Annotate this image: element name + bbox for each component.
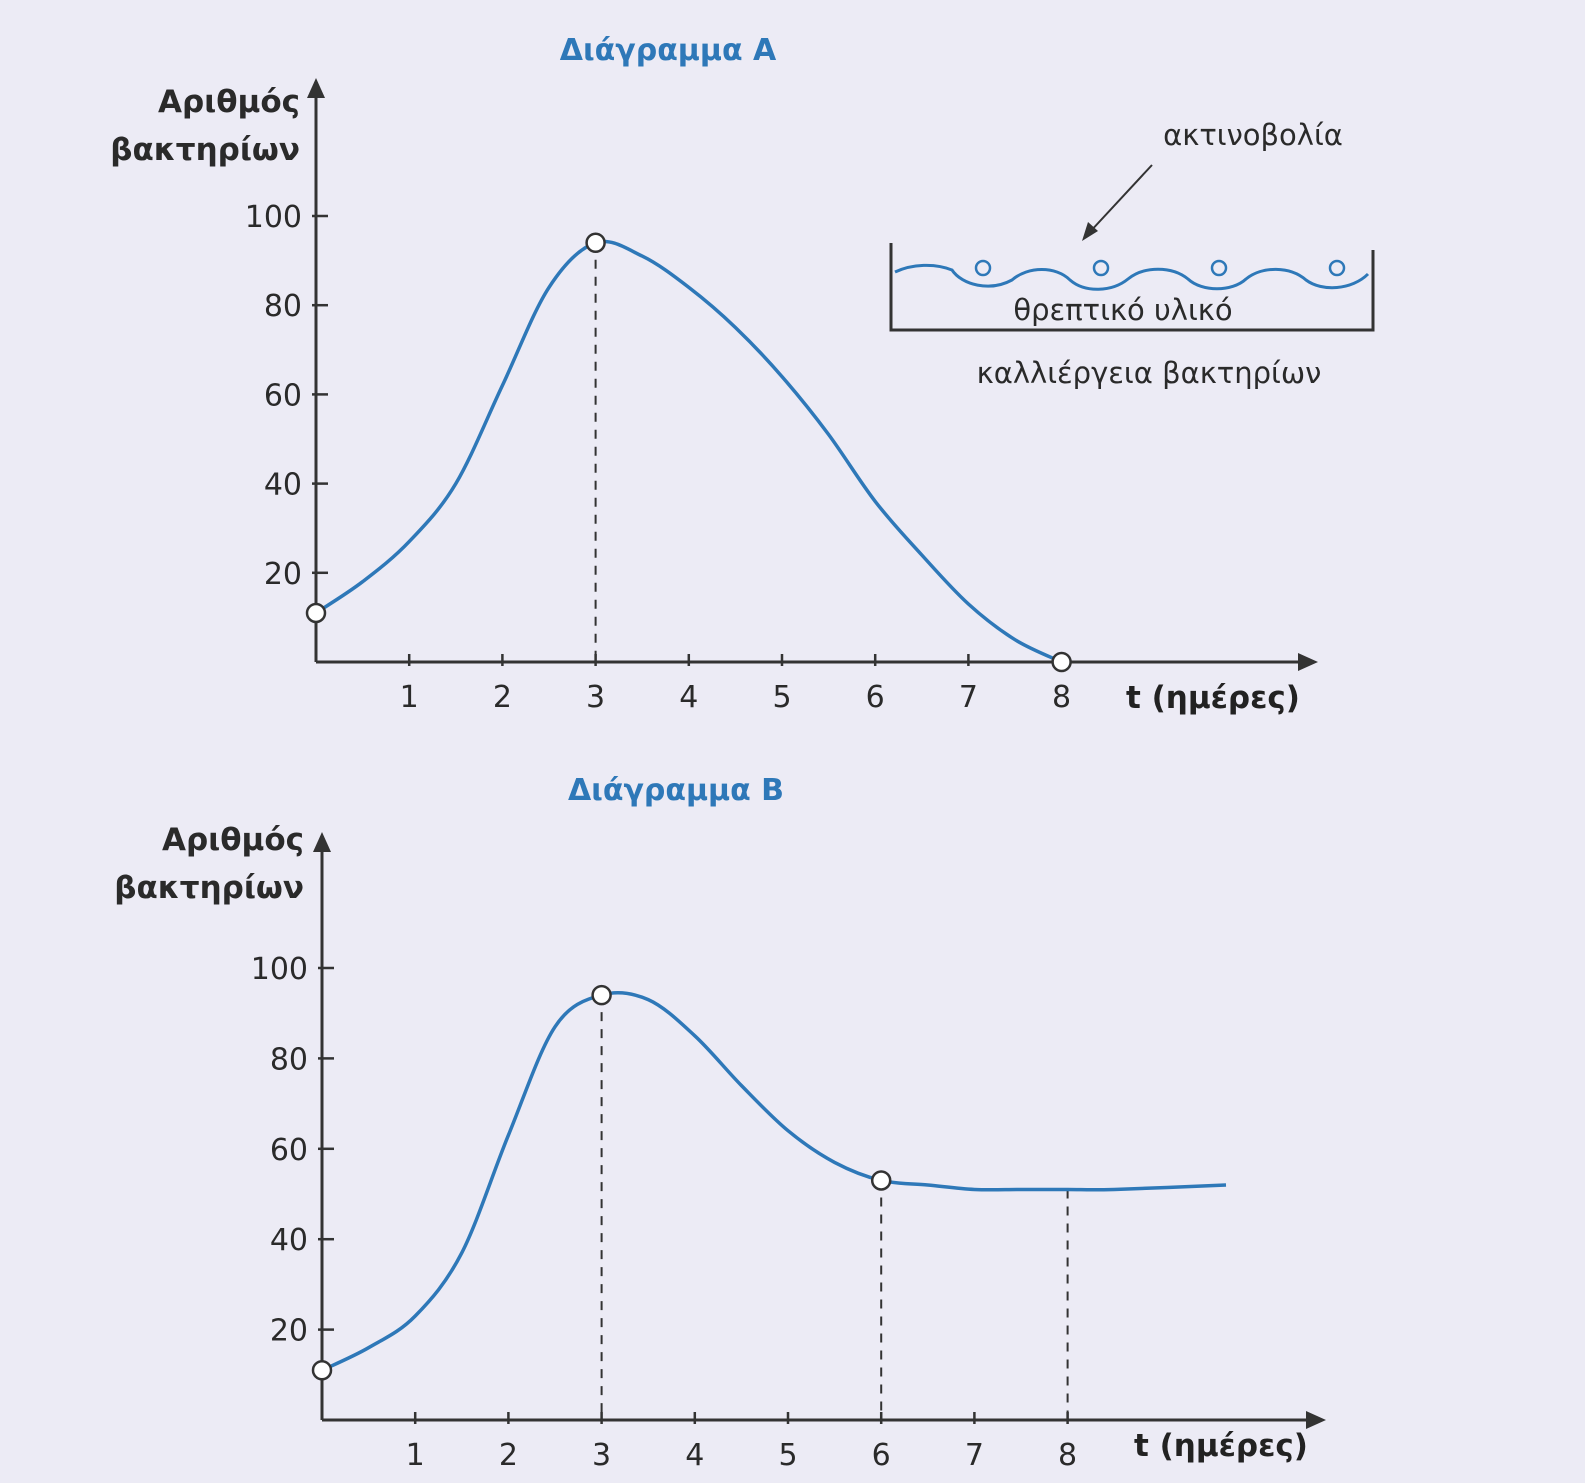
bacterium-3 bbox=[1210, 259, 1228, 277]
chart-a-series-line bbox=[315, 239, 1063, 664]
medium-surface bbox=[894, 263, 1370, 291]
chart-a-y-axis-arrow bbox=[307, 78, 325, 98]
chart-b-ylabel-line1: Αριθμός bbox=[162, 822, 304, 858]
chart-b-y-tick-label: 60 bbox=[270, 1133, 308, 1168]
chart-a-marked-point bbox=[1051, 651, 1072, 673]
chart-a-plot: 1 2 3 4 5 6 7 8 20 40 60 80 100 bbox=[245, 78, 1318, 715]
culture-dish-illustration: ακτινοβολία θρεπτικό υλικό καλλιέργεια β… bbox=[889, 118, 1375, 390]
dish-outline bbox=[889, 243, 1375, 332]
chart-a-ylabel-line1: Αριθμός bbox=[158, 84, 300, 120]
chart-a-x-tick-label: 5 bbox=[772, 680, 791, 715]
chart-b-y-tick-label: 40 bbox=[270, 1223, 308, 1258]
chart-b-marked-point bbox=[870, 1170, 892, 1191]
chart-a-ylabel-line2: βακτηρίων bbox=[110, 132, 300, 168]
bacterium-1 bbox=[974, 259, 992, 277]
radiation-label: ακτινοβολία bbox=[1163, 118, 1343, 152]
chart-a-x-tick-label: 6 bbox=[866, 680, 885, 715]
chart-b-x-axis-arrow bbox=[1306, 1411, 1326, 1429]
chart-a-x-tick-label: 2 bbox=[493, 680, 512, 715]
chart-b-plot: 1 2 3 4 5 6 7 8 20 40 60 80 100 bbox=[251, 832, 1326, 1473]
radiation-arrow bbox=[1082, 164, 1153, 241]
chart-b-marked-point bbox=[591, 984, 612, 1006]
chart-b-x-tick-label: 3 bbox=[592, 1438, 611, 1473]
chart-a-x-tick-label: 1 bbox=[400, 680, 419, 715]
chart-a-x-tick-label: 8 bbox=[1052, 680, 1071, 715]
chart-b-x-tick-label: 6 bbox=[872, 1438, 891, 1473]
chart-a-y-tick-label: 40 bbox=[264, 468, 302, 503]
chart-a-x-tick-label: 3 bbox=[586, 680, 605, 715]
chart-a-x-tick-label: 7 bbox=[959, 680, 978, 715]
chart-b-x-tick-label: 4 bbox=[685, 1438, 704, 1473]
chart-b-y-tick-label: 100 bbox=[251, 952, 308, 987]
chart-b-x-tick-label: 5 bbox=[778, 1438, 797, 1473]
nutrient-medium-label: θρεπτικό υλικό bbox=[1013, 293, 1232, 327]
chart-b-title: Διάγραμμα Β bbox=[568, 773, 784, 808]
chart-a: Διάγραμμα Α Αριθμός βακτηρίων t (ημέρες)… bbox=[110, 33, 1318, 716]
bacterium-4 bbox=[1328, 259, 1346, 277]
culture-caption: καλλιέργεια βακτηρίων bbox=[977, 356, 1322, 390]
chart-a-y-tick-label: 80 bbox=[264, 289, 302, 324]
chart-a-x-tick-label: 4 bbox=[679, 680, 698, 715]
chart-b-x-tick-label: 1 bbox=[406, 1438, 425, 1473]
chart-b-y-axis-arrow bbox=[313, 832, 331, 852]
chart-b-ylabel-line2: βακτηρίων bbox=[114, 870, 304, 906]
chart-a-xlabel: t (ημέρες) bbox=[1126, 680, 1300, 716]
bacterium-2 bbox=[1092, 259, 1110, 277]
chart-a-x-axis-arrow bbox=[1298, 653, 1318, 671]
chart-a-y-tick-label: 20 bbox=[264, 557, 302, 592]
chart-a-title: Διάγραμμα Α bbox=[560, 33, 777, 68]
chart-a-y-tick-label: 100 bbox=[245, 200, 302, 235]
chart-a-marked-point bbox=[585, 232, 606, 254]
chart-b-y-tick-label: 20 bbox=[270, 1314, 308, 1349]
chart-b: Διάγραμμα Β Αριθμός βακτηρίων t (ημέρες)… bbox=[114, 773, 1326, 1473]
chart-b-series-line bbox=[321, 991, 1227, 1372]
chart-b-marked-point bbox=[311, 1360, 333, 1381]
chart-b-x-tick-label: 8 bbox=[1058, 1438, 1077, 1473]
chart-b-x-tick-label: 2 bbox=[499, 1438, 518, 1473]
chart-a-y-tick-label: 60 bbox=[264, 378, 302, 413]
chart-a-marked-point bbox=[305, 602, 327, 624]
chart-b-x-tick-label: 7 bbox=[965, 1438, 984, 1473]
chart-b-y-tick-label: 80 bbox=[270, 1042, 308, 1077]
chart-b-xlabel: t (ημέρες) bbox=[1134, 1428, 1308, 1464]
